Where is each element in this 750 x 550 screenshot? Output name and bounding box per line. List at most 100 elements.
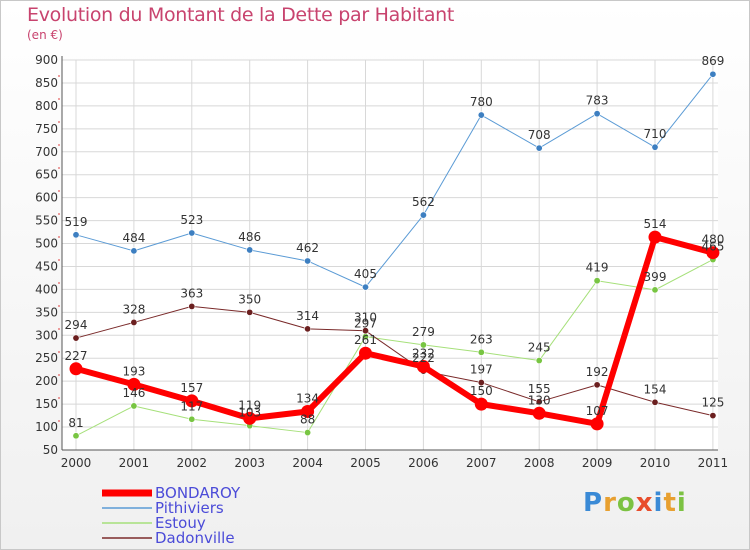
point-dadonville <box>651 398 659 406</box>
data-label-dadonville: 155 <box>528 382 551 396</box>
y-tick-label: 900 <box>35 53 58 67</box>
data-label-dadonville: 350 <box>238 292 261 306</box>
y-tick-label: 550 <box>35 214 58 228</box>
point-dadonville <box>361 327 369 335</box>
legend-label: Dadonville <box>155 529 235 547</box>
data-label-bondaroy: 130 <box>528 393 551 407</box>
data-label-pithiviers: 562 <box>412 195 435 209</box>
data-label-dadonville: 197 <box>470 363 493 377</box>
point-pithiviers <box>188 229 196 237</box>
point-estouy <box>72 432 80 440</box>
y-tick-label: 100 <box>35 420 58 434</box>
point-bondaroy <box>474 397 488 411</box>
point-bondaroy <box>706 246 720 260</box>
point-bondaroy <box>416 359 430 373</box>
data-label-dadonville: 363 <box>180 286 203 300</box>
data-label-bondaroy: 150 <box>470 384 493 398</box>
point-dadonville <box>72 334 80 342</box>
point-pithiviers <box>130 247 138 255</box>
data-label-bondaroy: 193 <box>122 364 145 378</box>
x-tick-label: 2004 <box>292 456 323 470</box>
point-estouy <box>535 357 543 365</box>
point-dadonville <box>535 398 543 406</box>
y-tick-label: 750 <box>35 122 58 136</box>
brand-letter: t <box>663 488 677 518</box>
point-pithiviers <box>304 257 312 265</box>
data-label-pithiviers: 519 <box>65 215 88 229</box>
brand-logo: Proxiti <box>583 488 687 518</box>
x-tick-label: 2009 <box>582 456 613 470</box>
data-label-pithiviers: 780 <box>470 95 493 109</box>
legend-label: Pithiviers <box>155 499 224 517</box>
data-label-dadonville: 192 <box>586 365 609 379</box>
point-estouy <box>593 277 601 285</box>
grid <box>62 59 718 451</box>
point-estouy <box>419 341 427 349</box>
data-label-dadonville: 314 <box>296 309 319 323</box>
point-bondaroy <box>590 417 604 431</box>
x-tick-label: 2001 <box>119 456 150 470</box>
y-tick-label: 600 <box>35 191 58 205</box>
point-estouy <box>304 429 312 437</box>
point-bondaroy <box>69 362 83 376</box>
brand-letter: P <box>583 488 604 518</box>
point-estouy <box>130 402 138 410</box>
data-label-estouy: 399 <box>644 270 667 284</box>
data-label-pithiviers: 783 <box>586 94 609 108</box>
data-label-bondaroy: 107 <box>586 404 609 418</box>
series-layer <box>69 70 720 440</box>
data-label-bondaroy: 119 <box>238 398 261 412</box>
data-label-estouy: 297 <box>354 317 377 331</box>
y-tick-label: 150 <box>35 397 58 411</box>
brand-letter: x <box>635 488 654 518</box>
point-bondaroy <box>127 377 141 391</box>
brand-letter: i <box>653 488 664 518</box>
point-bondaroy <box>532 406 546 420</box>
point-pithiviers <box>593 110 601 118</box>
x-tick-label: 2011 <box>698 456 729 470</box>
data-label-bondaroy: 480 <box>701 233 724 247</box>
y-tick-label: 850 <box>35 76 58 90</box>
data-label-bondaroy: 232 <box>412 346 435 360</box>
legend-label: BONDAROY <box>155 484 241 502</box>
data-label-estouy: 88 <box>300 413 315 427</box>
data-label-bondaroy: 261 <box>354 333 377 347</box>
data-label-pithiviers: 869 <box>701 54 724 68</box>
data-label-estouy: 279 <box>412 325 435 339</box>
data-label-dadonville: 294 <box>65 318 88 332</box>
point-dadonville <box>477 379 485 387</box>
chart-subtitle: (en €) <box>27 28 63 42</box>
point-dadonville <box>130 318 138 326</box>
chart-title: Evolution du Montant de la Dette par Hab… <box>27 4 455 26</box>
point-bondaroy <box>359 346 372 360</box>
point-estouy <box>651 286 659 294</box>
point-bondaroy <box>648 230 662 244</box>
brand-letter: r <box>603 488 617 518</box>
data-label-dadonville: 222 <box>412 351 435 365</box>
y-tick-label: 400 <box>35 282 58 296</box>
brand-letter: o <box>616 488 636 518</box>
data-label-estouy: 263 <box>470 332 493 346</box>
y-tick-label: 350 <box>35 305 58 319</box>
data-label-pithiviers: 710 <box>644 127 667 141</box>
point-pithiviers <box>477 111 485 119</box>
data-label-dadonville: 310 <box>354 311 377 325</box>
point-bondaroy <box>243 411 257 425</box>
series-line-pithiviers <box>75 73 714 288</box>
data-label-bondaroy: 134 <box>296 391 319 405</box>
y-tick-label: 800 <box>35 99 58 113</box>
point-dadonville <box>593 381 601 389</box>
data-label-pithiviers: 462 <box>296 241 319 255</box>
data-label-estouy: 117 <box>180 399 203 413</box>
data-label-estouy: 419 <box>586 261 609 275</box>
y-tick-label: 50 <box>43 443 58 457</box>
point-estouy <box>188 415 196 423</box>
data-label-bondaroy: 514 <box>644 217 667 231</box>
series-line-estouy <box>75 259 714 437</box>
x-tick-label: 2008 <box>524 456 555 470</box>
data-label-pithiviers: 486 <box>238 230 261 244</box>
point-dadonville <box>709 412 717 420</box>
x-tick-label: 2002 <box>177 456 208 470</box>
